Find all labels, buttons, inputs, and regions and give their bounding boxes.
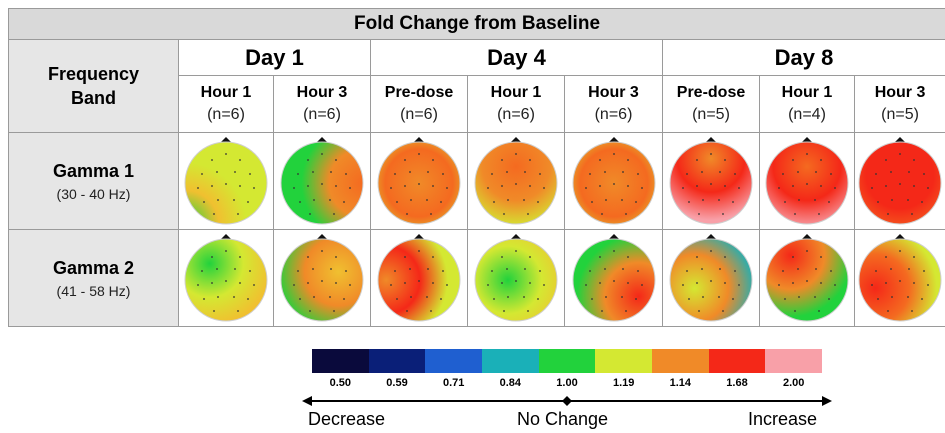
topomap-cell [467,229,565,327]
scalp-topomap-icon [858,234,942,322]
sample-size: (n=6) [207,106,245,123]
color-scale-ticks: 0.50 0.59 0.71 0.84 1.00 1.19 1.14 1.68 2.00 [312,377,822,391]
scalp-topomap-icon [280,137,364,225]
scalp-topomap-icon [280,234,364,322]
decrease-label: Decrease [308,409,386,429]
color-swatch [595,349,653,373]
scalp-topomap-icon [184,234,268,322]
sample-size: (n=6) [303,106,341,123]
time-header: Hour 3 (n=5) [853,75,945,133]
color-legend: 0.50 0.59 0.71 0.84 1.00 1.19 1.14 1.68 2.00 Dec… [302,349,832,433]
color-swatch [482,349,539,373]
scalp-topomap-icon [858,137,942,225]
tick-label: 0.84 [499,377,522,389]
topomap-cell [759,132,855,230]
topomap-cell [370,132,468,230]
color-swatch [538,349,596,373]
tick-label: 1.19 [612,377,635,389]
tick-label: 2.00 [782,377,805,389]
band-label-gamma-1: Gamma 1 (30 - 40 Hz) [8,132,179,230]
color-swatch [765,349,823,373]
topomap-cell [564,132,663,230]
sample-size: (n=5) [692,106,730,123]
time-label: Hour 1 [200,84,252,101]
time-label: Pre-dose [676,84,746,101]
band-range: (41 - 58 Hz) [56,282,131,299]
color-swatch [312,349,369,373]
topomap-cell [759,229,855,327]
sample-size: (n=6) [497,106,535,123]
sample-size: (n=6) [594,106,633,123]
topomap-cell [370,229,468,327]
scalp-topomap-icon [572,234,655,322]
topomap-cell [853,132,945,230]
topomap-cell [467,132,565,230]
time-header: Hour 1 (n=6) [178,75,274,133]
topomap-cell [662,132,760,230]
scalp-topomap-icon [474,234,558,322]
tick-label: 1.14 [669,377,692,389]
scalp-topomap-icon [765,137,849,225]
time-header: Hour 3 (n=6) [273,75,371,133]
band-name: Gamma 1 [52,160,135,181]
time-header: Hour 3 (n=6) [564,75,663,133]
no-change-label: No Change [517,409,609,429]
scalp-topomap-icon [669,234,753,322]
sample-size: (n=6) [400,106,438,123]
day-header-1: Day 1 [178,39,371,76]
band-range: (30 - 40 Hz) [56,185,131,202]
time-header: Pre-dose (n=6) [370,75,468,133]
frequency-band-header: Frequency Band [8,39,179,133]
time-label: Hour 3 [296,84,348,101]
increase-label: Increase [748,409,818,429]
topomap-table: Fold Change from Baseline Frequency Band… [7,8,945,327]
scalp-topomap-icon [572,137,655,225]
band-name: Gamma 2 [52,257,135,278]
time-label: Hour 3 [588,84,639,101]
color-scale-bar [312,349,823,373]
scalp-topomap-icon [669,137,753,225]
table-title: Fold Change from Baseline [7,8,945,40]
time-header: Pre-dose (n=5) [662,75,760,133]
tick-label: 0.59 [386,377,408,389]
scalp-topomap-icon [184,137,268,225]
time-header: Hour 1 (n=6) [467,75,565,133]
color-swatch [708,349,766,373]
time-label: Pre-dose [384,84,454,101]
color-swatch [368,349,426,373]
topomap-cell [564,229,663,327]
band-label-gamma-2: Gamma 2 (41 - 58 Hz) [8,229,179,327]
scalp-topomap-icon [377,234,461,322]
day-header-8: Day 8 [661,39,945,76]
topomap-cell [273,229,371,327]
band-header-line1: Frequency [47,64,140,84]
sample-size: (n=4) [788,106,826,123]
tick-label: 0.50 [329,377,352,389]
legend-direction-labels: Decrease No Change Increase [308,409,822,433]
topomap-cell [178,229,274,327]
time-label: Hour 3 [874,84,926,101]
topomap-cell [853,229,945,327]
color-swatch [652,349,709,373]
topomap-cell [178,132,274,230]
topomap-cell [662,229,760,327]
scalp-topomap-icon [474,137,558,225]
band-header-line2: Band [71,88,116,108]
fold-change-table: Fold Change from Baseline Frequency Band… [7,8,945,327]
tick-label: 1.68 [726,377,748,389]
tick-label: 1.00 [556,377,578,389]
scalp-topomap-icon [765,234,849,322]
tick-label: 0.71 [442,377,465,389]
color-swatch [425,349,483,373]
topomap-cell [273,132,371,230]
sample-size: (n=5) [881,106,919,123]
gamma-1-row: Gamma 1 (30 - 40 Hz) [8,132,945,230]
gamma-2-row: Gamma 2 (41 - 58 Hz) [8,229,945,327]
time-label: Hour 1 [490,84,542,101]
time-label: Hour 1 [781,84,833,101]
time-header: Hour 1 (n=4) [759,75,855,133]
scalp-topomap-icon [377,137,461,225]
day-header-4: Day 4 [370,39,663,76]
double-arrow-icon [302,396,832,406]
